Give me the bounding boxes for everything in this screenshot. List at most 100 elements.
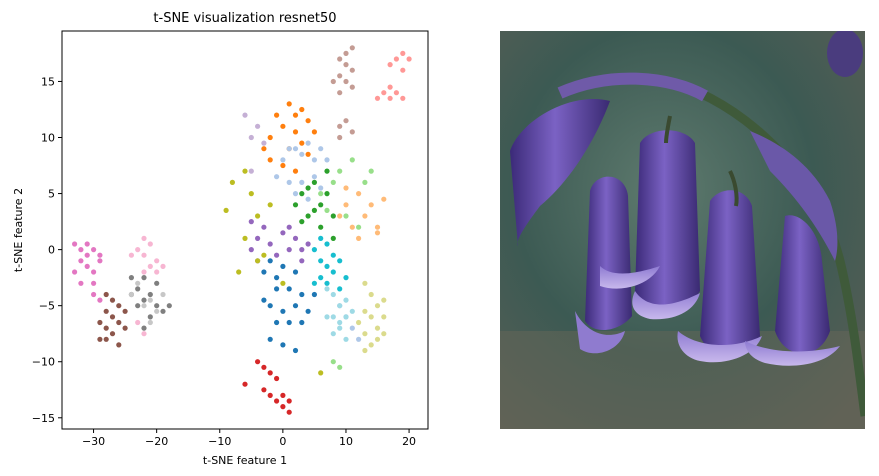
data-point — [299, 106, 305, 113]
data-point — [337, 168, 343, 174]
data-point — [299, 179, 305, 185]
y-tick-label: 0 — [48, 244, 55, 257]
data-point — [299, 291, 305, 298]
data-point — [103, 336, 109, 342]
data-point — [305, 196, 311, 202]
points-layer — [72, 45, 412, 415]
data-point — [324, 241, 330, 247]
data-point — [349, 325, 355, 331]
data-point — [337, 364, 343, 370]
data-point — [368, 314, 374, 320]
y-tick-label: 5 — [48, 188, 55, 201]
data-point — [305, 308, 311, 314]
data-point — [330, 252, 336, 258]
x-axis-label: t-SNE feature 1 — [203, 454, 287, 467]
data-point — [343, 336, 349, 342]
data-point — [337, 286, 343, 292]
data-point — [349, 224, 355, 230]
data-point — [160, 291, 166, 298]
data-point — [311, 247, 317, 253]
data-point — [141, 297, 147, 303]
data-point — [280, 263, 286, 269]
data-point — [311, 207, 317, 213]
data-point — [356, 191, 362, 197]
y-axis-label: t-SNE feature 2 — [12, 188, 25, 272]
data-point — [72, 269, 78, 275]
data-point — [349, 129, 355, 135]
data-point — [154, 280, 160, 286]
data-point — [299, 151, 305, 157]
data-point — [311, 280, 317, 286]
data-point — [292, 347, 299, 354]
data-point — [261, 224, 267, 230]
data-point — [305, 151, 311, 157]
data-point — [337, 134, 343, 141]
data-point — [374, 325, 381, 331]
data-point — [374, 95, 381, 101]
data-point — [135, 303, 141, 309]
data-point — [267, 134, 273, 141]
data-point — [349, 157, 355, 163]
data-point — [286, 224, 292, 230]
data-point — [324, 207, 330, 213]
data-point — [305, 213, 311, 219]
data-point — [116, 303, 122, 309]
data-point — [368, 342, 374, 348]
data-point — [274, 252, 280, 258]
data-point — [299, 247, 305, 253]
data-point — [261, 140, 267, 146]
data-point — [368, 168, 374, 174]
data-point — [147, 291, 153, 298]
data-point — [141, 303, 147, 309]
data-point — [362, 331, 368, 337]
data-point — [255, 123, 261, 129]
data-point — [362, 213, 368, 219]
data-point — [318, 275, 324, 281]
data-point — [368, 291, 374, 298]
data-point — [147, 314, 153, 320]
data-point — [109, 331, 116, 337]
data-point — [343, 78, 349, 85]
data-point — [274, 286, 280, 292]
data-point — [261, 297, 267, 303]
data-point — [337, 325, 343, 331]
data-point — [103, 291, 109, 298]
data-point — [280, 392, 286, 398]
data-point — [299, 191, 305, 197]
data-point — [135, 319, 141, 326]
data-point — [274, 375, 280, 382]
data-point — [103, 325, 109, 331]
data-point — [368, 202, 374, 208]
data-point — [318, 202, 324, 208]
data-point — [154, 303, 160, 309]
data-point — [154, 258, 160, 264]
data-point — [356, 336, 362, 342]
data-point — [324, 263, 330, 269]
data-point — [84, 252, 90, 258]
data-point — [78, 247, 84, 253]
data-point — [305, 140, 311, 146]
data-point — [393, 56, 399, 62]
data-point — [292, 146, 299, 152]
data-point — [318, 191, 324, 197]
data-point — [305, 241, 311, 247]
data-point — [381, 297, 387, 303]
data-point — [128, 275, 134, 281]
data-point — [343, 185, 349, 191]
data-point — [242, 235, 248, 241]
data-point — [97, 297, 103, 303]
data-point — [330, 331, 336, 337]
data-point — [280, 342, 286, 348]
data-point — [311, 179, 317, 185]
data-point — [362, 347, 368, 354]
data-point — [97, 336, 103, 342]
axes-frame — [61, 30, 429, 430]
x-tick-label: 20 — [402, 435, 416, 448]
scatter-plot: −30 −20 −10 0 10 20 −15 −10 −5 0 5 10 15 t-SNE visu… — [12, 11, 429, 467]
data-point — [374, 303, 381, 309]
data-point — [324, 280, 330, 286]
data-point — [261, 252, 267, 258]
data-point — [374, 336, 381, 342]
data-point — [292, 235, 299, 241]
y-tick-label: −15 — [32, 412, 55, 425]
